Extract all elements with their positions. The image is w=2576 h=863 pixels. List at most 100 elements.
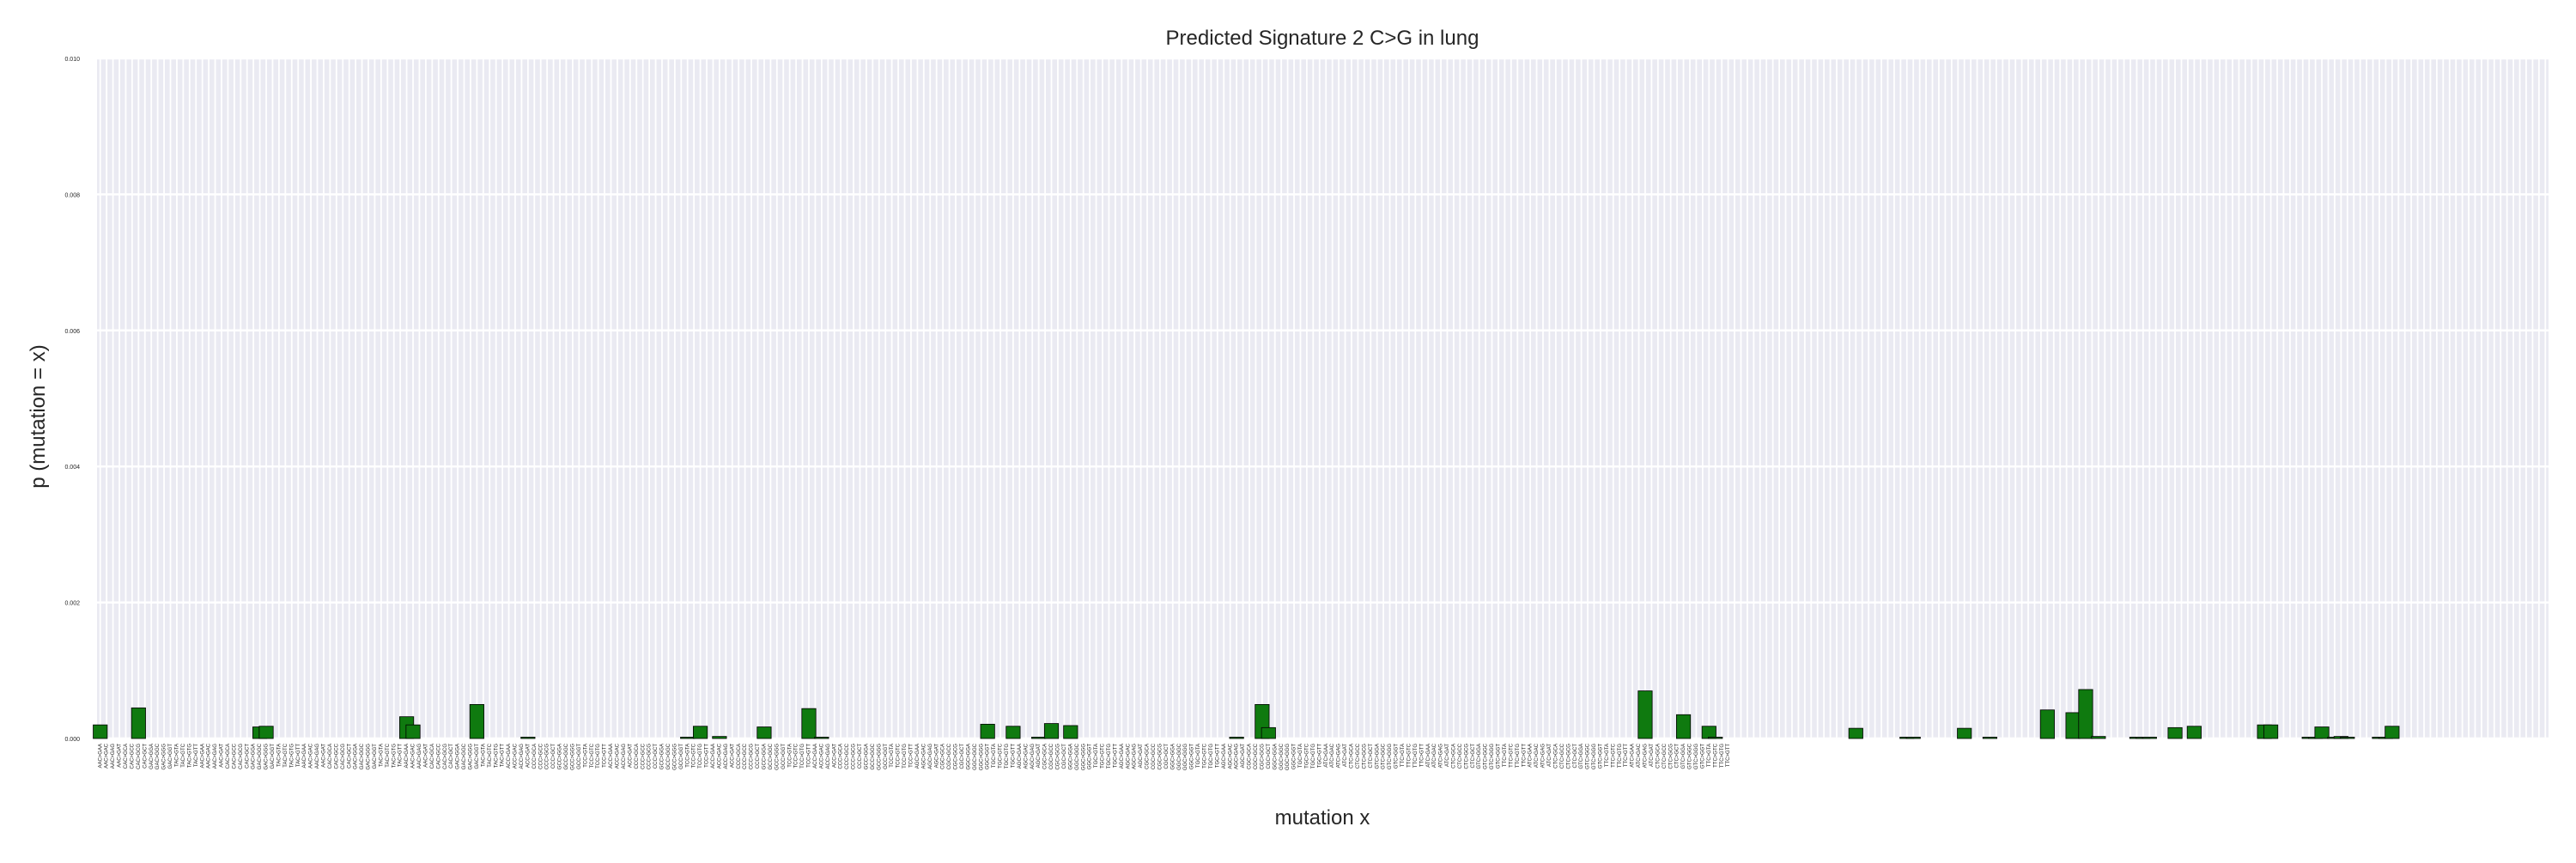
x-tick-label: TCC>GTC: [590, 743, 595, 768]
x-tick-label: GGC>GGC: [1075, 743, 1080, 770]
x-tick-label: TGC>GTT: [1215, 744, 1220, 769]
x-tick-label: TGC>GTC: [1304, 743, 1309, 769]
x-tick-label: GCC>GGA: [762, 744, 768, 769]
x-tick-label: CTC>GCT: [1675, 744, 1680, 769]
x-tick-label: ACC>GAA: [711, 744, 716, 769]
x-tick-label: CAC>GCG: [239, 744, 244, 769]
x-tick-label: CTC>GCG: [1464, 744, 1469, 769]
x-tick-label: TCC>GTT: [909, 744, 914, 768]
x-tick-label: GAC>GGC: [258, 743, 263, 769]
bar: [1261, 726, 1276, 739]
x-tick-label: ATC>GAC: [1534, 743, 1540, 768]
x-tick-label: GTC>GGC: [1484, 743, 1489, 769]
x-tick-label: AGC>GAG: [1235, 744, 1240, 769]
x-tick-label: GGC>GGT: [986, 744, 991, 770]
x-tick-label: TTC>GTA: [1605, 744, 1610, 767]
x-tick-label: ACC>GAC: [616, 743, 621, 769]
x-tick-label: CCC>GCC: [743, 743, 748, 769]
x-tick-label: AGC>GAC: [921, 743, 927, 769]
x-tick-label: GCC>GGC: [769, 743, 774, 769]
x-tick-label: AGC>GAT: [1036, 744, 1042, 769]
bar: [1905, 737, 1921, 739]
x-tick-label: TTC>GTG: [1618, 744, 1623, 768]
x-tick-label: CCC>GCG: [545, 744, 550, 770]
x-tick-label: GTC>GGC: [1688, 743, 1693, 769]
x-tick-label: TTC>GTA: [1503, 744, 1508, 767]
x-tick-label: GAC>GGC: [155, 743, 161, 769]
x-tick-label: CCC>GCG: [852, 744, 857, 770]
x-tick-label: CAC>GCG: [137, 744, 142, 769]
x-tick-label: CAC>GCC: [334, 743, 339, 769]
x-tick-label: CGC>GCC: [1151, 743, 1157, 769]
x-tick-label: ATC>GAG: [1643, 744, 1649, 769]
x-tick-label: GTC>GGC: [1586, 743, 1591, 769]
bar: [2078, 689, 2093, 739]
x-tick-label: ATC>GAT: [1343, 744, 1348, 767]
x-tick-label: CTC>GCA: [1553, 744, 1558, 769]
x-tick-label: GTC>GGG: [1490, 744, 1495, 770]
x-tick-label: TAC>GTA: [481, 744, 486, 767]
x-tick-label: GTC>GGG: [1592, 744, 1597, 770]
x-tick-label: CTC>GCA: [1451, 744, 1456, 769]
x-tick-label: CGC>GCG: [954, 744, 959, 770]
x-tick-label: AGC>GAA: [1222, 744, 1227, 769]
y-tick-label: 0.004: [64, 465, 80, 471]
x-tick-label: TCC>GTC: [692, 743, 697, 768]
x-tick-label: TAC>GTA: [276, 744, 282, 767]
y-tick-label: 0.010: [64, 57, 80, 63]
chart-title: Predicted Signature 2 C>G in lung: [1166, 27, 1479, 50]
x-tick-label: GCC>GGT: [577, 744, 582, 769]
x-tick-label: AAC>GAC: [411, 743, 416, 769]
x-tick-label: GGC>GGG: [1285, 744, 1291, 771]
bar: [1708, 737, 1723, 739]
x-tick-label: TCC>GTA: [685, 744, 690, 768]
x-tick-label: CGC>GCA: [1145, 744, 1151, 769]
x-tick-label: TGC>GTC: [1203, 743, 1208, 769]
x-tick-label: CTC>GCC: [1356, 743, 1361, 769]
bar: [1031, 737, 1047, 739]
x-tick-label: TAC>GTG: [289, 744, 295, 768]
x-tick-label: TAC>GTC: [181, 743, 186, 767]
x-tick-label: GCC>GGC: [666, 743, 671, 769]
x-tick-label: AGC>GAC: [1024, 743, 1029, 769]
x-tick-label: ATC>GAC: [1637, 743, 1642, 768]
x-tick-label: ATC>GAA: [1324, 744, 1329, 768]
bar: [1063, 725, 1078, 739]
y-tick-label: 0.006: [64, 329, 80, 335]
x-tick-label: TAC>GTC: [283, 743, 289, 767]
y-tick-label: 0.008: [64, 192, 80, 198]
x-tick-label: TCC>GTG: [902, 744, 908, 769]
x-tick-label: TCC>GTA: [890, 744, 895, 768]
bar: [2385, 726, 2400, 739]
bar: [258, 726, 274, 739]
x-tick-label: GTC>GGT: [1598, 744, 1603, 769]
x-tick-label: TGC>GTA: [992, 744, 997, 768]
x-tick-label: TAC>GTG: [494, 744, 499, 768]
x-tick-label: GTC>GGT: [1700, 744, 1705, 769]
x-tick-label: TGC>GTT: [1113, 744, 1118, 769]
x-tick-label: TTC>GTT: [1726, 744, 1731, 767]
x-tick-label: CTC>GCA: [1350, 744, 1355, 769]
x-tick-label: ATC>GAA: [1426, 744, 1431, 768]
x-tick-label: ATC>GAG: [1541, 744, 1546, 769]
x-tick-label: AGC>GAG: [928, 744, 933, 769]
x-tick-label: CTC>GCC: [1458, 743, 1463, 769]
x-tick-label: GCC>GGT: [781, 744, 787, 769]
x-tick-label: ACC>GAC: [819, 743, 824, 769]
x-tick-label: GAC>GGA: [149, 744, 155, 769]
x-tick-label: TTC>GTG: [1720, 744, 1725, 768]
x-tick-label: TAC>GTA: [379, 744, 384, 767]
bar: [1848, 727, 1863, 739]
x-tick-label: TCC>GTA: [583, 744, 588, 768]
x-tick-label: GAC>GGC: [360, 743, 365, 769]
x-tick-label: ACC>GAG: [724, 744, 729, 769]
x-tick-label: ACC>GAG: [826, 744, 831, 769]
x-tick-label: CGC>GCG: [1157, 744, 1163, 770]
x-tick-label: CTC>GCT: [1573, 744, 1578, 769]
x-tick-label: CAC>GCC: [436, 743, 441, 769]
bar: [1957, 727, 1972, 739]
bar: [469, 704, 484, 739]
x-tick-label: CGC>GCT: [960, 744, 965, 769]
